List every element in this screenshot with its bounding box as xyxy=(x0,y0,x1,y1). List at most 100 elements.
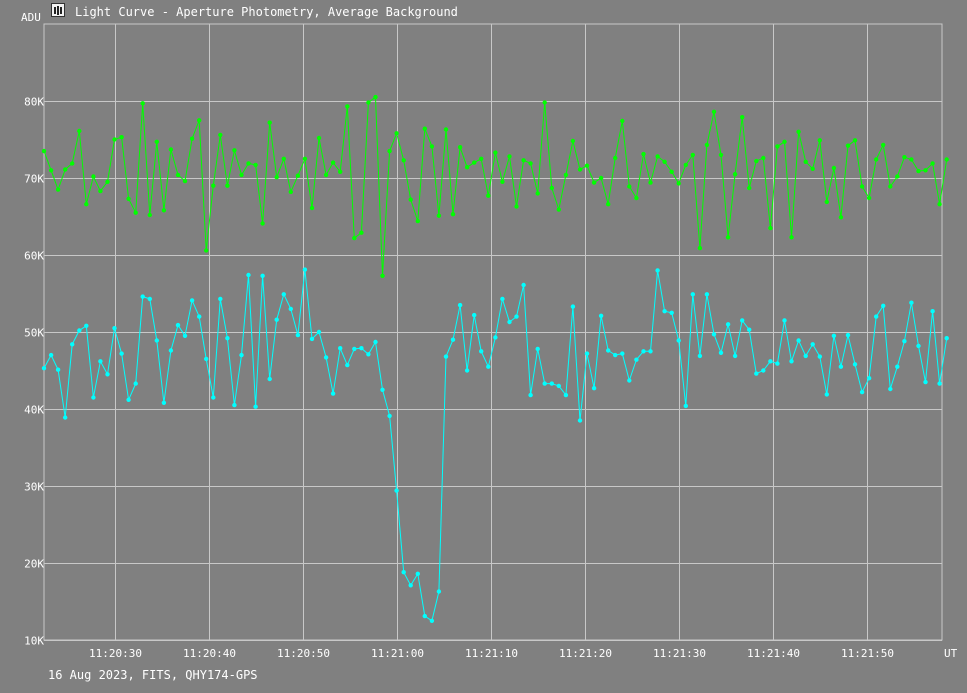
data-point xyxy=(366,100,371,105)
data-point xyxy=(415,571,420,576)
window-menu-icon[interactable] xyxy=(51,3,65,17)
data-point xyxy=(323,355,329,360)
x-tick-label: 11:21:30 xyxy=(653,647,706,660)
data-point xyxy=(493,150,498,155)
data-point xyxy=(775,144,780,149)
data-point xyxy=(55,187,61,192)
data-point xyxy=(676,181,681,186)
data-point xyxy=(479,156,484,161)
data-point xyxy=(669,310,674,315)
data-point xyxy=(486,193,491,198)
data-point xyxy=(761,155,766,161)
data-point xyxy=(147,296,152,302)
data-point xyxy=(598,313,604,318)
data-point xyxy=(62,167,68,172)
data-point xyxy=(500,179,505,184)
data-point xyxy=(866,195,872,201)
data-point xyxy=(352,235,357,241)
data-point xyxy=(570,304,576,309)
data-point xyxy=(182,178,188,184)
data-point xyxy=(302,156,308,161)
data-point xyxy=(641,151,646,157)
data-point xyxy=(852,362,858,367)
data-point xyxy=(881,303,886,308)
y-tick-label: 50K xyxy=(24,327,44,340)
x-axis-ticks: 11:20:30 11:20:40 11:20:50 11:21:00 11:21:10… xyxy=(89,647,894,660)
data-point xyxy=(902,339,907,344)
data-point xyxy=(838,215,844,220)
data-point xyxy=(48,352,54,358)
x-tick-label: 11:20:50 xyxy=(277,647,330,660)
data-point xyxy=(718,152,724,158)
data-point xyxy=(253,162,258,168)
data-point xyxy=(119,135,124,140)
data-point xyxy=(810,166,815,171)
data-point xyxy=(415,218,420,224)
data-point xyxy=(112,326,117,331)
data-point xyxy=(930,161,935,166)
data-point xyxy=(436,213,442,218)
data-point xyxy=(91,174,96,179)
data-point xyxy=(796,338,801,343)
data-point xyxy=(387,148,392,154)
x-tick-label: 11:20:40 xyxy=(183,647,236,660)
data-point xyxy=(479,349,484,354)
data-point xyxy=(140,101,145,106)
x-tick-label: 11:21:00 xyxy=(371,647,424,660)
data-point xyxy=(443,127,449,132)
data-point xyxy=(676,338,681,343)
data-point xyxy=(789,235,794,240)
data-point xyxy=(274,317,279,322)
data-point xyxy=(563,392,569,398)
data-point xyxy=(704,142,710,148)
data-point xyxy=(288,306,293,312)
data-point xyxy=(824,392,829,397)
data-point xyxy=(84,323,89,328)
data-point xyxy=(754,371,759,376)
data-point xyxy=(323,172,329,178)
x-tick-label: 11:21:40 xyxy=(747,647,800,660)
data-point xyxy=(429,618,435,623)
data-point xyxy=(542,381,547,386)
x-axis-label: UT xyxy=(944,647,958,660)
y-tick-label: 70K xyxy=(24,173,44,186)
data-point xyxy=(98,188,103,194)
footer-text: 16 Aug 2023, FITS, QHY174-GPS xyxy=(48,668,258,682)
grid-lines xyxy=(43,23,943,641)
x-tick-label: 11:21:10 xyxy=(465,647,518,660)
data-point xyxy=(620,118,625,124)
data-point xyxy=(817,354,822,359)
data-point xyxy=(281,292,286,297)
data-point xyxy=(267,376,272,382)
data-point xyxy=(944,157,949,162)
data-point xyxy=(366,352,371,357)
data-point xyxy=(260,221,265,226)
data-point xyxy=(937,202,942,207)
data-point xyxy=(535,346,540,352)
data-point xyxy=(570,138,576,144)
data-point xyxy=(330,391,336,396)
data-point xyxy=(895,364,900,369)
data-point xyxy=(648,180,653,185)
data-point xyxy=(197,314,202,319)
data-point xyxy=(295,173,301,178)
y-axis-ticks: 10K 20K 30K 40K 50K 60K 70K 80K xyxy=(24,96,44,648)
data-point xyxy=(338,169,343,174)
data-point xyxy=(881,142,886,148)
data-point xyxy=(112,137,117,142)
data-point xyxy=(133,381,138,386)
data-point xyxy=(197,118,202,123)
data-point xyxy=(373,339,378,345)
y-tick-label: 10K xyxy=(24,635,44,648)
data-point xyxy=(373,94,378,100)
data-point xyxy=(486,364,491,369)
data-point xyxy=(937,381,942,386)
data-point xyxy=(443,354,449,359)
data-point xyxy=(768,359,773,364)
data-point xyxy=(316,135,322,141)
data-point xyxy=(70,342,75,347)
data-point xyxy=(831,333,837,338)
data-point xyxy=(457,145,463,150)
data-point xyxy=(916,168,921,174)
